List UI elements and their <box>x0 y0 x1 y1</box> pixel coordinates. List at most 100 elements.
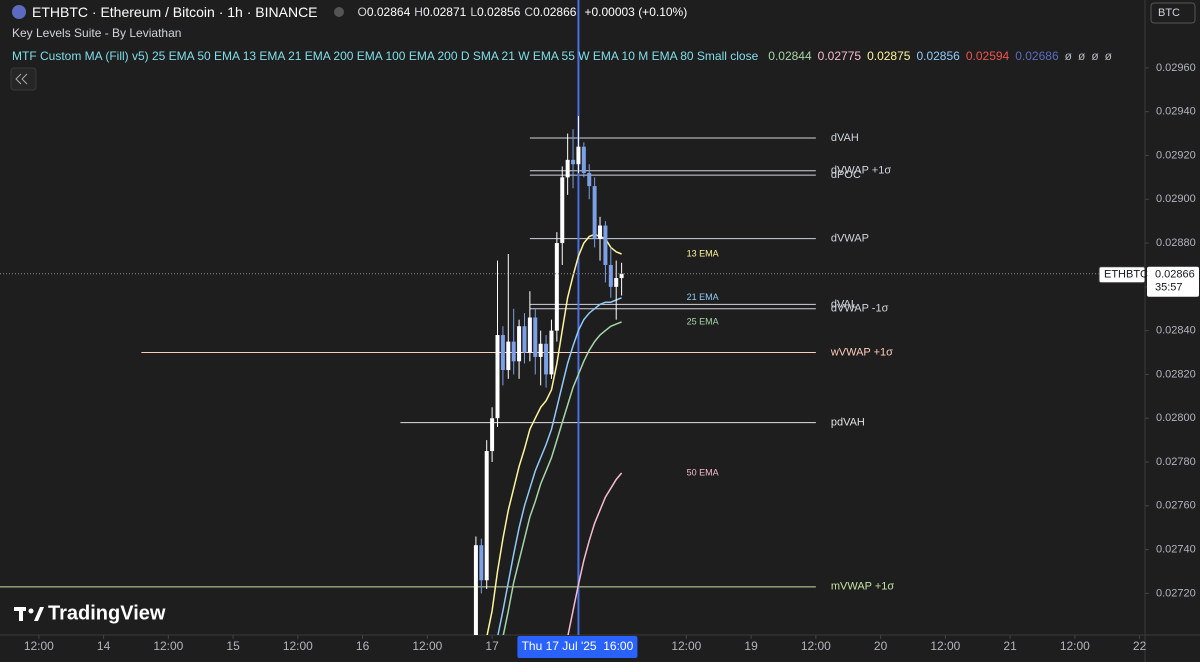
candle-body <box>549 330 554 375</box>
candle-body <box>571 159 576 165</box>
y-tick-label: 0.02840 <box>1156 325 1196 337</box>
ohlc: O0.02864 H0.02871 L0.02856 C0.02866 <box>358 5 581 19</box>
countdown: 35:57 <box>1155 282 1183 294</box>
crosshair-box <box>517 636 638 658</box>
candle-body <box>576 146 581 165</box>
ema-label: 25 EMA <box>687 316 719 326</box>
x-tick-label: 12:00 <box>671 639 701 653</box>
x-tick-label: 19 <box>744 639 758 653</box>
ema-line <box>497 297 622 635</box>
indicator-2[interactable]: MTF Custom MA (Fill) v5) 25 EMA 50 EMA 1… <box>12 49 1112 63</box>
y-tick-label: 0.02960 <box>1156 62 1196 74</box>
plot-area <box>0 0 1145 635</box>
y-tick-label: 0.02740 <box>1156 544 1196 556</box>
indicator-value: ø <box>1091 49 1099 63</box>
candle-body <box>495 335 500 419</box>
candle-body <box>603 225 608 265</box>
level-label: dPOC <box>831 169 861 181</box>
indicator-value: 0.02856 <box>916 49 960 63</box>
level-label: dVAL <box>831 298 857 310</box>
level-label: wVWAP +1σ <box>830 346 893 358</box>
candle-body <box>608 264 613 287</box>
price-box <box>1147 266 1199 297</box>
x-tick-label: 21 <box>1003 639 1017 653</box>
level-label: dVWAP <box>831 233 869 245</box>
indicator-value: 0.02875 <box>867 49 911 63</box>
candle-body <box>506 341 511 371</box>
x-tick-label: 12:00 <box>801 639 831 653</box>
level-label: mVWAP +1σ <box>831 581 895 593</box>
x-tick-label: 12:00 <box>153 639 183 653</box>
candle-body <box>527 317 532 353</box>
indicator-value: 0.02594 <box>965 49 1010 63</box>
indicator-value: ø <box>1104 49 1112 63</box>
x-tick-label: 16 <box>356 639 370 653</box>
indicator-1[interactable]: Key Levels Suite - By Leviathan <box>12 26 182 40</box>
collapse-button[interactable] <box>10 67 37 91</box>
candle-body <box>517 326 522 362</box>
price-label: 0.02866 <box>1155 269 1195 281</box>
change: +0.00003 (+0.10%) <box>584 5 688 19</box>
y-tick-label: 0.02760 <box>1156 500 1196 512</box>
x-tick-label: 22 <box>1133 639 1147 653</box>
indicator-value: ø <box>1064 49 1072 63</box>
ema-label: 21 EMA <box>687 292 719 302</box>
y-tick-label: 0.02940 <box>1156 106 1196 118</box>
y-tick-label: 0.02800 <box>1156 412 1196 424</box>
symbol-label: ETHBTC <box>1104 269 1148 281</box>
currency-box[interactable] <box>1150 2 1196 24</box>
x-tick-label: 20 <box>874 639 888 653</box>
x-tick-label: 12:00 <box>412 639 442 653</box>
level-label: dVWAP +1σ <box>831 165 892 177</box>
indicator-value: 0.02686 <box>1015 49 1059 63</box>
ema-line <box>502 321 622 635</box>
x-tick-label: 12:00 <box>1060 639 1090 653</box>
indicator-value: 0.02844 <box>768 49 812 63</box>
brand: TradingView <box>48 602 166 624</box>
ema-line <box>486 233 622 635</box>
tv-logo <box>14 607 44 621</box>
crosshair-label: Thu 17 Jul '25 16:00 <box>522 639 634 653</box>
y-tick-label: 0.02880 <box>1156 237 1196 249</box>
ema-label: 13 EMA <box>687 248 719 258</box>
x-tick-label: 15 <box>226 639 240 653</box>
x-tick-label: 12:00 <box>930 639 960 653</box>
candle-body <box>560 177 565 244</box>
level-label: dVAH <box>831 132 859 144</box>
ema-line <box>567 472 623 635</box>
indicator-name[interactable]: MTF Custom MA (Fill) v5) 25 EMA 50 EMA 1… <box>12 49 759 63</box>
candle-body <box>511 341 516 362</box>
ohlc-value: 0.02856 <box>477 5 521 19</box>
legend-main: ETHBTC · Ethereum / Bitcoin · 1h · BINAN… <box>12 4 691 20</box>
indicator-value: 0.02775 <box>817 49 862 63</box>
candle-body <box>522 326 527 353</box>
status-dot <box>333 7 344 17</box>
y-tick-label: 0.02820 <box>1156 368 1196 380</box>
x-tick-label: 17 <box>485 639 499 653</box>
symbol[interactable]: ETHBTC · Ethereum / Bitcoin · 1h · BINAN… <box>32 4 318 20</box>
candle-body <box>592 186 597 239</box>
indicator-value: ø <box>1077 49 1086 63</box>
symbol-box <box>1098 266 1146 284</box>
candle-body <box>565 159 570 178</box>
ohlc-label: L <box>470 5 478 19</box>
ohlc-value: 0.02871 <box>422 5 467 19</box>
level-label: dVWAP -1σ <box>831 303 889 315</box>
level-label: pdVAH <box>831 417 865 429</box>
candle-body <box>544 343 549 375</box>
ohlc-value: 0.02866 <box>533 5 577 19</box>
candle-body <box>533 317 538 357</box>
currency[interactable]: BTC <box>1158 7 1180 19</box>
ohlc-label: O <box>357 5 367 19</box>
y-tick-label: 0.02900 <box>1156 193 1196 205</box>
ohlc-label: C <box>524 5 534 19</box>
candle-body <box>538 343 543 357</box>
candle-body <box>490 418 495 452</box>
candle-body <box>500 335 505 371</box>
x-tick-label: 14 <box>97 639 111 653</box>
ohlc-value: 0.02864 <box>366 5 411 19</box>
x-tick-label: 12:00 <box>283 639 313 653</box>
collapse-icon[interactable] <box>15 73 28 85</box>
